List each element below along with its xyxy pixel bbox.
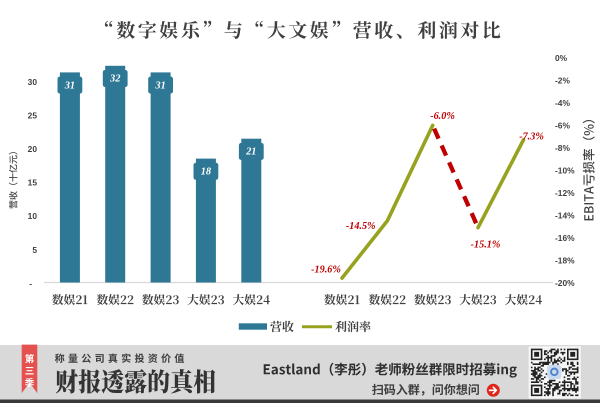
svg-text:20: 20: [28, 144, 38, 154]
svg-text:-12%: -12%: [555, 188, 575, 198]
svg-text:-18%: -18%: [555, 255, 575, 265]
svg-text:-10%: -10%: [555, 166, 575, 176]
svg-text:18: 18: [201, 167, 212, 178]
svg-text:-6%: -6%: [555, 121, 570, 131]
svg-text:-20%: -20%: [555, 278, 575, 288]
svg-text:5: 5: [32, 245, 37, 255]
svg-text:32: 32: [109, 74, 120, 85]
svg-text:0%: 0%: [555, 53, 568, 63]
svg-text:31: 31: [64, 80, 75, 91]
svg-text:10: 10: [28, 211, 38, 221]
svg-text:-: -: [29, 278, 32, 288]
svg-text:-8%: -8%: [555, 143, 570, 153]
svg-text:-2%: -2%: [555, 76, 570, 86]
svg-text:-19.6%: -19.6%: [311, 264, 341, 275]
svg-text:-7.3%: -7.3%: [519, 131, 544, 142]
svg-text:31: 31: [154, 80, 165, 91]
svg-text:-6.0%: -6.0%: [430, 111, 455, 122]
svg-text:-14%: -14%: [555, 210, 575, 220]
svg-text:21: 21: [245, 147, 256, 158]
svg-text:-16%: -16%: [555, 233, 575, 243]
svg-text:-4%: -4%: [555, 98, 570, 108]
svg-text:15: 15: [28, 178, 38, 188]
svg-text:-14.5%: -14.5%: [346, 221, 376, 232]
svg-text:-15.1%: -15.1%: [471, 239, 501, 250]
svg-text:30: 30: [28, 77, 38, 87]
svg-text:25: 25: [28, 110, 38, 120]
